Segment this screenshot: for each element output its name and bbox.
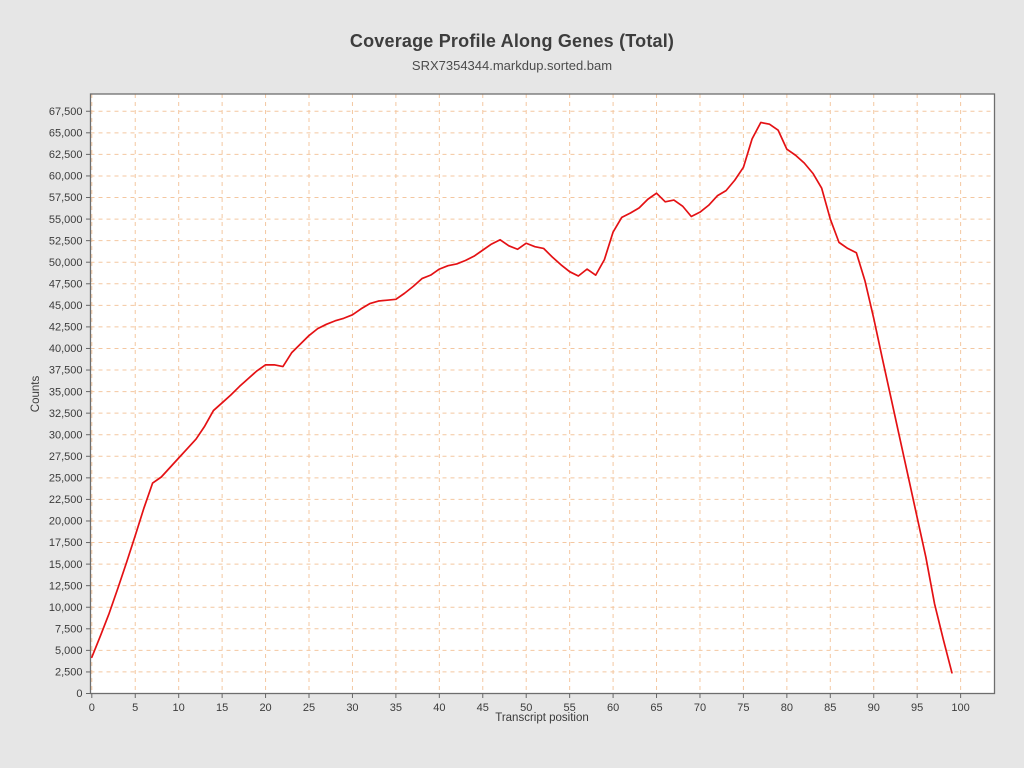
y-tick-label: 20,000 (49, 516, 83, 528)
series-line (90, 121, 953, 674)
y-tick-label: 7,500 (55, 624, 83, 636)
y-tick-label: 42,500 (49, 322, 83, 334)
x-axis-title: Transcript position (495, 712, 589, 724)
y-tick-label: 35,000 (49, 386, 83, 398)
y-tick-label: 0 (76, 688, 82, 700)
x-tick-label: 75 (737, 702, 749, 714)
x-tick-label: 30 (346, 702, 358, 714)
chart-title: Coverage Profile Along Genes (Total) (349, 31, 675, 51)
plot-border (89, 93, 996, 695)
y-tick-label: 55,000 (49, 214, 83, 226)
x-tick-label: 45 (477, 702, 489, 714)
x-tick-label: 40 (433, 702, 445, 714)
x-tick-label: 25 (303, 702, 315, 714)
y-tick-label: 10,000 (49, 602, 83, 614)
x-tick-label: 85 (824, 702, 836, 714)
x-tick-label: 80 (781, 702, 793, 714)
chart-subtitle: SRX7354344.markdup.sorted.bam (411, 58, 613, 73)
y-tick-label: 25,000 (49, 473, 83, 485)
y-tick-label: 5,000 (55, 645, 83, 657)
y-tick-label: 67,500 (49, 106, 83, 118)
y-tick-label: 17,500 (49, 537, 83, 549)
y-tick-label: 22,500 (49, 494, 83, 506)
y-tick-label: 15,000 (49, 559, 83, 571)
y-tick-label: 30,000 (49, 429, 83, 441)
x-tick-label: 95 (911, 702, 923, 714)
y-tick-label: 12,500 (49, 580, 83, 592)
x-tick-label: 10 (173, 702, 185, 714)
x-tick-label: 15 (216, 702, 228, 714)
x-tick-label: 90 (868, 702, 880, 714)
y-tick-label: 47,500 (49, 278, 83, 290)
x-tick-label: 65 (650, 702, 662, 714)
y-tick-label: 40,000 (49, 343, 83, 355)
y-tick-label: 52,500 (49, 235, 83, 247)
plot-area (90, 94, 995, 694)
x-tick-label: 55 (564, 702, 576, 714)
y-tick-label: 62,500 (49, 149, 83, 161)
y-tick-label: 2,500 (55, 667, 83, 679)
x-tick-label: 50 (520, 702, 532, 714)
y-tick-label: 57,500 (49, 192, 83, 204)
y-tick-label: 60,000 (49, 171, 83, 183)
y-tick-label: 37,500 (49, 365, 83, 377)
x-tick-label: 5 (132, 702, 138, 714)
y-tick-label: 45,000 (49, 300, 83, 312)
x-tick-label: 100 (951, 702, 969, 714)
x-tick-label: 70 (694, 702, 706, 714)
y-tick-label: 27,500 (49, 451, 83, 463)
x-tick-label: 35 (390, 702, 402, 714)
y-tick-label: 65,000 (49, 128, 83, 140)
x-tick-label: 20 (259, 702, 271, 714)
x-tick-label: 60 (607, 702, 619, 714)
y-tick-label: 50,000 (49, 257, 83, 269)
x-tick-label: 0 (89, 702, 95, 714)
y-tick-label: 32,500 (49, 408, 83, 420)
